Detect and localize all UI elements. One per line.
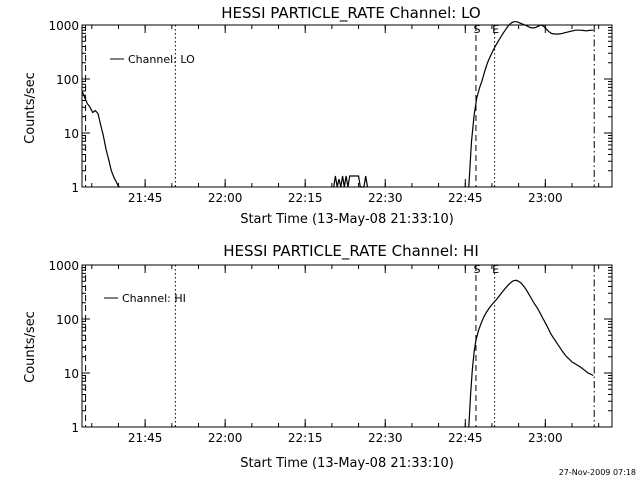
x-tick-label: 22:30 [368, 191, 403, 205]
chart-title-lo: HESSI PARTICLE_RATE Channel: LO [221, 4, 480, 23]
plot-frame [81, 264, 613, 428]
x-tick-label: 21:45 [128, 191, 163, 205]
marker-label-s: S [473, 263, 480, 276]
series-line-lo [333, 175, 369, 188]
x-tick-label: 21:45 [128, 431, 163, 445]
x-tick-label: 23:00 [528, 191, 563, 205]
series-line-lo [81, 90, 121, 188]
series-line-hi [468, 279, 594, 428]
y-tick-label: 1000 [48, 19, 79, 33]
x-tick-label: 22:30 [368, 431, 403, 445]
y-tick-label: 100 [56, 313, 79, 327]
plot-frame [81, 24, 613, 188]
footer-timestamp: 27-Nov-2009 07:18 [559, 468, 636, 477]
y-tick-label: 10 [64, 127, 79, 141]
chart-title-hi: HESSI PARTICLE_RATE Channel: HI [223, 242, 479, 261]
x-tick-label: 22:15 [288, 191, 323, 205]
y-tick-label: 100 [56, 73, 79, 87]
x-tick-label: 22:00 [208, 191, 243, 205]
y-axis-label-hi: Counts/sec [23, 311, 38, 383]
x-tick-label: 22:00 [208, 431, 243, 445]
chart-panel-hi: HESSI PARTICLE_RATE Channel: HI Start Ti… [23, 242, 613, 471]
y-tick-label: 10 [64, 367, 79, 381]
marker-label-e: E [492, 263, 499, 276]
marker-label-e: E [492, 23, 499, 36]
y-tick-label: 1000 [48, 259, 79, 273]
x-tick-label: 22:15 [288, 431, 323, 445]
legend-label-lo: Channel: LO [128, 53, 195, 66]
y-tick-label: 1 [71, 181, 79, 195]
x-axis-label-hi: Start Time (13-May-08 21:33:10) [240, 456, 454, 471]
x-tick-label: 22:45 [448, 431, 483, 445]
x-tick-label: 22:45 [448, 191, 483, 205]
chart-panel-lo: HESSI PARTICLE_RATE Channel: LO Start Ti… [23, 4, 613, 227]
marker-label-s: S [473, 23, 480, 36]
series-line-lo [468, 21, 594, 188]
y-axis-label-lo: Counts/sec [23, 72, 38, 144]
y-tick-label: 1 [71, 421, 79, 435]
legend-label-hi: Channel: HI [122, 292, 186, 305]
x-axis-label-lo: Start Time (13-May-08 21:33:10) [240, 212, 454, 227]
x-tick-label: 23:00 [528, 431, 563, 445]
